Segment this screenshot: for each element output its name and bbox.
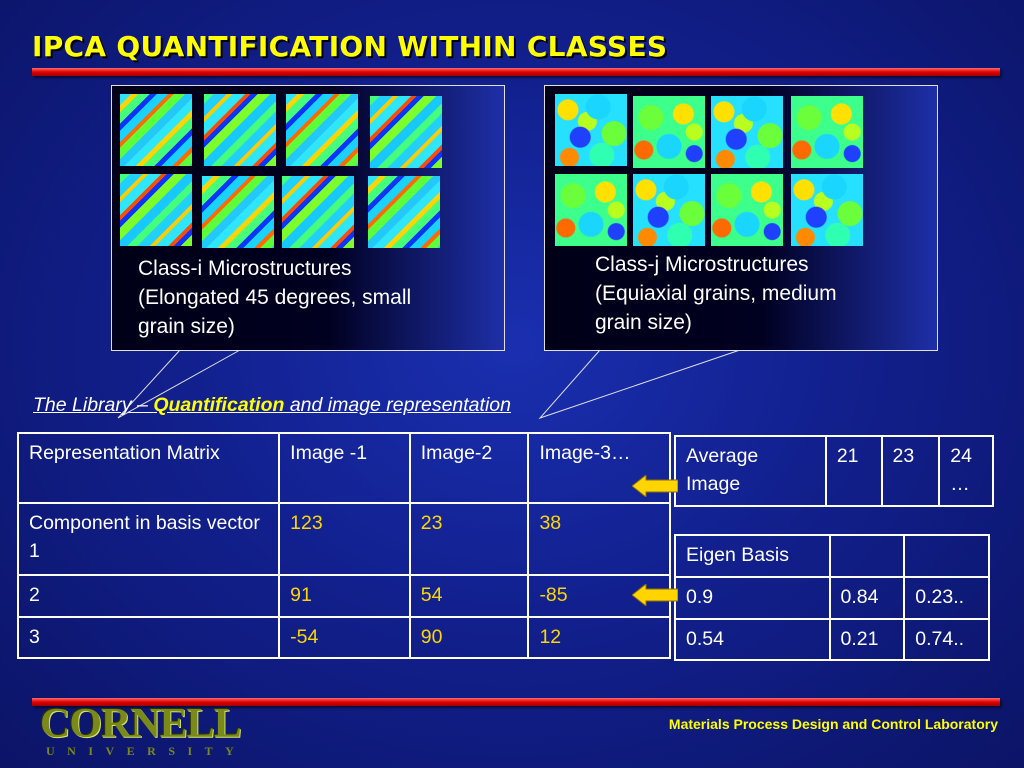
- table-cell: 12: [527, 616, 671, 659]
- table-cell: Component in basis vector 1: [16, 502, 281, 576]
- microstructure-tile: [370, 96, 442, 168]
- table-cell: 3: [16, 616, 281, 659]
- library-highlight: Quantification: [153, 394, 285, 416]
- table-cell: 21: [824, 435, 883, 507]
- table-cell: 0.74..: [903, 618, 990, 661]
- table-header-cell: Representation Matrix: [16, 432, 281, 504]
- left-arrow-icon: [632, 475, 678, 497]
- table-cell: 0.21: [828, 618, 906, 661]
- microstructure-tile: [791, 96, 863, 168]
- average-image-table: Average Image 21 23 24 …: [674, 435, 994, 507]
- caption-line: Class-j Microstructures: [595, 253, 809, 276]
- microstructure-tile: [711, 174, 783, 246]
- microstructure-tile: [282, 176, 354, 248]
- left-arrow-icon: [632, 584, 678, 606]
- caption-line: (Equiaxial grains, medium: [595, 282, 837, 305]
- microstructure-tile: [120, 94, 192, 166]
- microstructure-tile: [633, 96, 705, 168]
- table-row: 2 91 54 -85: [16, 574, 671, 618]
- footer-bar: [32, 698, 1000, 706]
- microstructure-tile: [120, 174, 192, 246]
- table-cell: -54: [278, 616, 411, 659]
- table-cell: 2: [16, 574, 281, 618]
- microstructure-tile: [204, 94, 276, 166]
- table-row: Average Image 21 23 24 …: [674, 435, 994, 507]
- slide-title: IPCA QUANTIFICATION WITHIN CLASSES: [32, 30, 668, 63]
- table-cell: 38: [527, 502, 671, 576]
- table-cell: 90: [408, 616, 530, 659]
- microstructure-tile: [791, 174, 863, 246]
- table-row: 3 -54 90 12: [16, 616, 671, 659]
- caption-line: grain size): [595, 311, 692, 334]
- table-header-cell: Image-2: [408, 432, 530, 504]
- table-cell: 0.84: [828, 576, 906, 620]
- caption-line: grain size): [138, 315, 235, 338]
- table-row: 0.54 0.21 0.74..: [674, 618, 990, 661]
- representation-matrix-table: Representation Matrix Image -1 Image-2 I…: [16, 432, 671, 659]
- table-cell: 0.54: [674, 618, 831, 661]
- table-cell: 91: [278, 574, 411, 618]
- table-header-row: Eigen Basis: [674, 534, 990, 578]
- table-cell: -85: [527, 574, 671, 618]
- class-i-caption: Class-i Microstructures (Elongated 45 de…: [138, 254, 411, 341]
- caption-line: Class-i Microstructures: [138, 257, 352, 280]
- microstructure-tile: [286, 94, 358, 166]
- class-i-callout: Class-i Microstructures (Elongated 45 de…: [111, 85, 505, 351]
- table-header-cell: Eigen Basis: [674, 534, 831, 578]
- table-cell: 23: [408, 502, 530, 576]
- class-i-pointer: [117, 349, 241, 419]
- cornell-logo-subtext: UNIVERSITY: [46, 744, 247, 758]
- table-header-cell: Image -1: [278, 432, 411, 504]
- table-header-row: Representation Matrix Image -1 Image-2 I…: [16, 432, 671, 504]
- microstructure-tile: [633, 174, 705, 246]
- cornell-logo-text: CORNELL: [40, 701, 242, 747]
- table-row: 0.9 0.84 0.23..: [674, 576, 990, 620]
- caption-line: (Elongated 45 degrees, small: [138, 286, 412, 309]
- library-heading: The Library – Quantification and image r…: [33, 394, 511, 417]
- table-cell: 0.23..: [903, 576, 990, 620]
- table-cell: Average Image: [674, 435, 827, 507]
- lab-name: Materials Process Design and Control Lab…: [668, 716, 998, 732]
- table-cell: 0.9: [674, 576, 831, 620]
- microstructure-tile: [202, 176, 274, 248]
- table-header-cell: [828, 534, 906, 578]
- table-row: Component in basis vector 1 123 23 38: [16, 502, 671, 576]
- class-j-pointer: [538, 349, 741, 420]
- table-header-cell: [903, 534, 990, 578]
- microstructure-tile: [555, 94, 627, 166]
- microstructure-tile: [711, 96, 783, 168]
- microstructure-tile: [555, 174, 627, 246]
- class-j-callout: Class-j Microstructures (Equiaxial grain…: [544, 85, 938, 351]
- table-cell: 123: [278, 502, 411, 576]
- table-cell: 24 …: [938, 435, 994, 507]
- class-j-caption: Class-j Microstructures (Equiaxial grain…: [595, 250, 837, 337]
- title-underline-bar: [32, 68, 1000, 76]
- table-cell: 54: [408, 574, 530, 618]
- library-suffix: and image representation: [284, 394, 511, 416]
- library-prefix: The Library –: [33, 394, 154, 416]
- table-cell: 23: [880, 435, 941, 507]
- eigen-basis-table: Eigen Basis 0.9 0.84 0.23.. 0.54 0.21 0.…: [674, 534, 990, 661]
- microstructure-tile: [368, 176, 440, 248]
